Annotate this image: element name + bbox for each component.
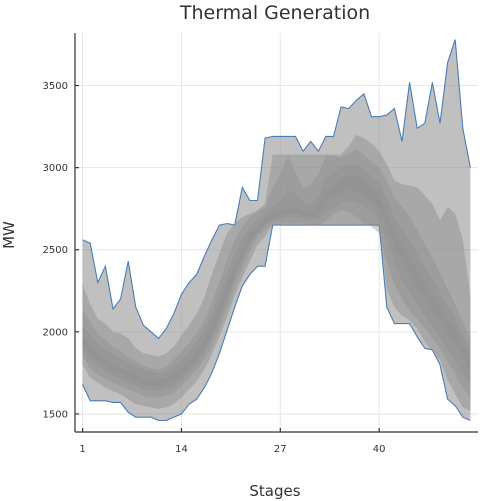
axes bbox=[74, 33, 478, 433]
y-tick-label-3: 3000 bbox=[43, 163, 68, 174]
x-tick-labels: 1 14 27 40 bbox=[79, 428, 386, 455]
chart-title: Thermal Generation bbox=[179, 2, 370, 24]
x-tick-label-3: 40 bbox=[373, 444, 386, 455]
x-axis-label: Stages bbox=[249, 482, 300, 500]
band-2 bbox=[82, 149, 471, 398]
band-1 bbox=[82, 134, 471, 411]
distribution-bands bbox=[82, 39, 471, 422]
upper-envelope-line bbox=[82, 39, 471, 340]
band-3 bbox=[82, 164, 471, 391]
lower-envelope-line bbox=[82, 224, 471, 422]
x-tick-label-1: 14 bbox=[175, 444, 188, 455]
y-axis-label: MW bbox=[0, 221, 18, 249]
y-tick-label-1: 2000 bbox=[43, 327, 68, 338]
y-tick-labels: 1500 2000 2500 3000 3500 bbox=[43, 81, 79, 420]
x-tick-label-0: 1 bbox=[79, 444, 85, 455]
x-tick-label-2: 27 bbox=[274, 444, 287, 455]
y-tick-label-0: 1500 bbox=[43, 409, 68, 420]
band-0 bbox=[82, 39, 471, 421]
y-tick-label-4: 3500 bbox=[43, 81, 68, 92]
y-tick-label-2: 2500 bbox=[43, 245, 68, 256]
